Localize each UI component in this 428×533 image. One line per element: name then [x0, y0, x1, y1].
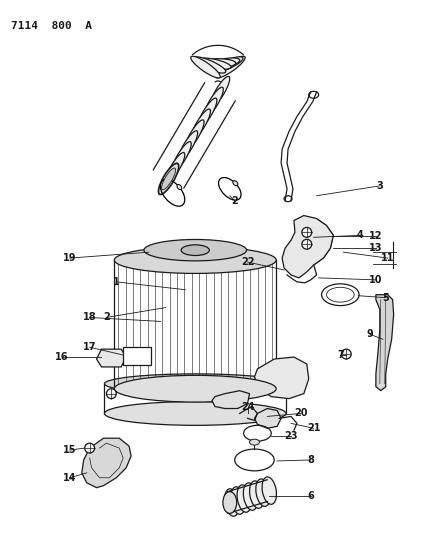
Circle shape	[85, 443, 95, 453]
Ellipse shape	[104, 401, 286, 425]
Text: 8: 8	[307, 455, 314, 465]
Ellipse shape	[197, 98, 217, 129]
Ellipse shape	[104, 374, 286, 394]
Text: 12: 12	[369, 231, 383, 241]
Ellipse shape	[191, 109, 211, 140]
Ellipse shape	[243, 483, 258, 510]
Ellipse shape	[210, 76, 230, 107]
Ellipse shape	[250, 481, 264, 508]
Circle shape	[107, 389, 116, 399]
Ellipse shape	[161, 168, 175, 190]
Ellipse shape	[172, 142, 191, 173]
Text: 15: 15	[63, 445, 77, 455]
Polygon shape	[212, 391, 250, 408]
Polygon shape	[376, 295, 394, 391]
Text: 23: 23	[284, 431, 298, 441]
Text: 19: 19	[63, 253, 77, 263]
Text: 16: 16	[55, 352, 69, 362]
Ellipse shape	[159, 164, 178, 195]
Text: 18: 18	[83, 312, 96, 322]
Text: 22: 22	[241, 257, 254, 267]
Ellipse shape	[114, 375, 276, 402]
Ellipse shape	[250, 439, 259, 445]
Ellipse shape	[233, 181, 238, 185]
Text: 9: 9	[366, 329, 373, 340]
Polygon shape	[82, 438, 131, 488]
Ellipse shape	[237, 485, 252, 512]
Ellipse shape	[225, 489, 239, 516]
Text: 4: 4	[357, 230, 363, 240]
Ellipse shape	[184, 120, 204, 151]
Ellipse shape	[231, 487, 245, 514]
Polygon shape	[255, 357, 309, 399]
Ellipse shape	[262, 477, 276, 504]
Text: 17: 17	[83, 342, 96, 352]
Ellipse shape	[181, 245, 209, 255]
Ellipse shape	[210, 57, 243, 73]
Ellipse shape	[191, 56, 220, 78]
Text: 14: 14	[63, 473, 77, 483]
Ellipse shape	[223, 491, 237, 513]
Ellipse shape	[200, 59, 236, 68]
Ellipse shape	[216, 56, 245, 78]
Ellipse shape	[178, 131, 198, 162]
Text: 6: 6	[307, 490, 314, 500]
Ellipse shape	[196, 58, 231, 69]
Text: 20: 20	[294, 408, 308, 418]
Text: 2: 2	[232, 196, 238, 206]
Circle shape	[302, 239, 312, 249]
Circle shape	[302, 228, 312, 237]
Text: 11: 11	[381, 253, 395, 263]
Ellipse shape	[193, 57, 226, 73]
Polygon shape	[255, 408, 281, 429]
Text: 13: 13	[369, 243, 383, 253]
Text: 7114  800  A: 7114 800 A	[11, 21, 92, 30]
Text: 10: 10	[369, 275, 383, 285]
Text: 24: 24	[241, 401, 254, 411]
Text: 3: 3	[377, 181, 383, 191]
Ellipse shape	[256, 479, 270, 506]
Ellipse shape	[114, 247, 276, 273]
Polygon shape	[97, 349, 126, 367]
FancyBboxPatch shape	[123, 347, 151, 365]
Ellipse shape	[144, 239, 247, 261]
Ellipse shape	[158, 163, 179, 195]
Ellipse shape	[165, 152, 185, 183]
Ellipse shape	[204, 87, 223, 118]
Text: 7: 7	[337, 350, 344, 360]
Ellipse shape	[205, 58, 240, 69]
Text: 2: 2	[103, 312, 110, 322]
Circle shape	[341, 349, 351, 359]
Ellipse shape	[177, 184, 182, 190]
Text: 5: 5	[382, 293, 389, 303]
Polygon shape	[282, 215, 333, 278]
Text: 21: 21	[307, 423, 321, 433]
Text: 1: 1	[113, 277, 120, 287]
